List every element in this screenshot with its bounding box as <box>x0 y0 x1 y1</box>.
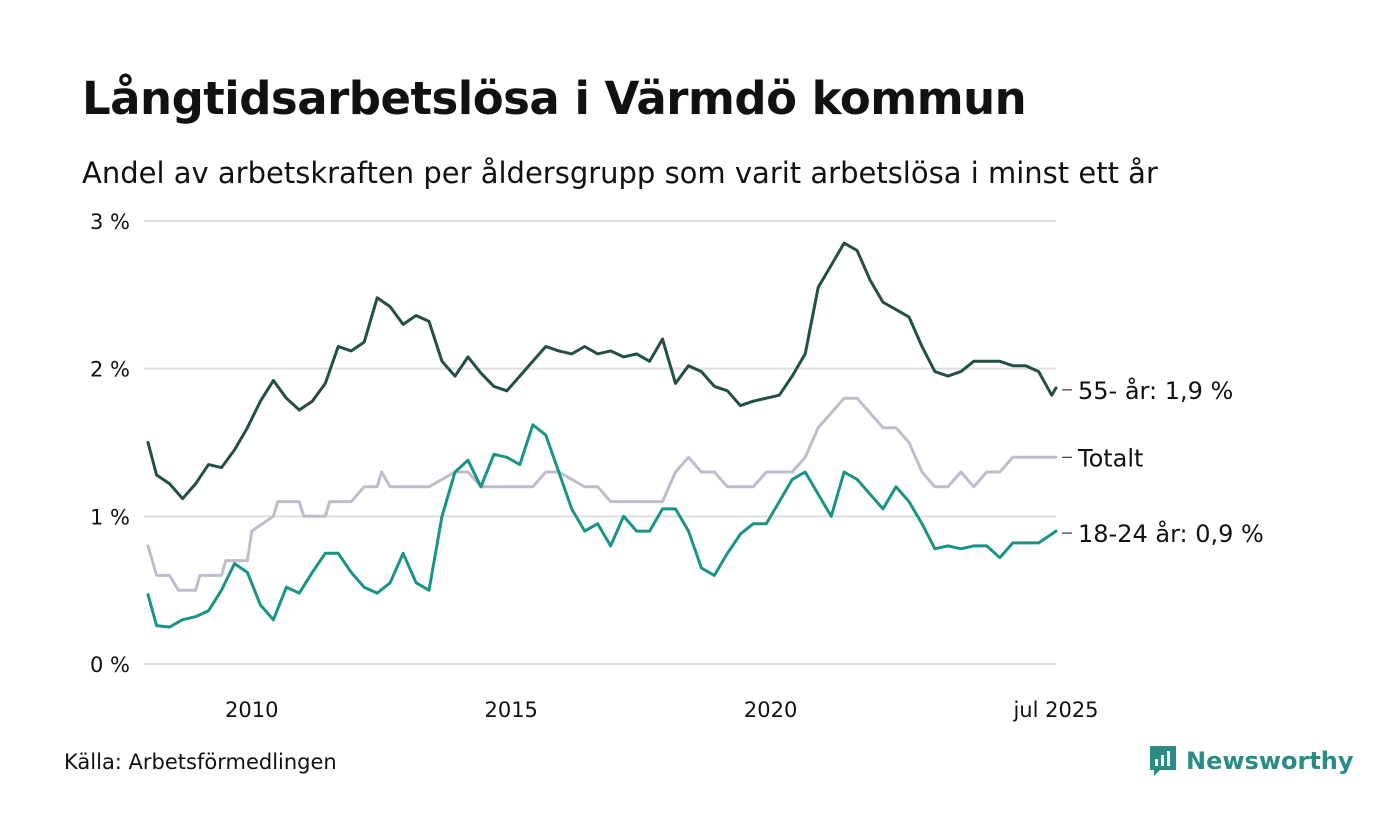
series-line <box>146 423 1058 629</box>
brand-logo: Newsworthy <box>1148 744 1354 778</box>
end-labels: Totalt 55- år: 1,9 % 18-24 år: 0,9 % <box>1062 376 1264 548</box>
chart-title: Långtidsarbetslösa i Värmdö kommun <box>82 72 1027 125</box>
series-line <box>146 241 1058 501</box>
y-tick-label: 2 % <box>90 358 130 382</box>
y-tick-label: 1 % <box>90 505 130 529</box>
brand-name: Newsworthy <box>1186 747 1354 775</box>
newsworthy-logo-icon <box>1150 746 1176 776</box>
source-note: Källa: Arbetsförmedlingen <box>64 750 337 774</box>
y-tick-label: 0 % <box>90 653 130 677</box>
series-lines <box>146 241 1058 629</box>
x-tick-label: jul 2025 <box>1012 698 1098 722</box>
x-tick-label: 2020 <box>744 698 797 722</box>
x-tick-label: 2010 <box>225 698 278 722</box>
series-end-label: 55- år: 1,9 % <box>1078 376 1233 405</box>
grid-lines <box>144 220 1056 665</box>
x-axis-ticks: 2010 2015 2020 jul 2025 <box>225 698 1099 722</box>
y-tick-label: 3 % <box>90 210 130 234</box>
x-tick-label: 2015 <box>484 698 537 722</box>
series-end-label: 18-24 år: 0,9 % <box>1078 519 1264 548</box>
y-axis-ticks: 0 % 1 % 2 % 3 % <box>90 210 130 677</box>
series-line <box>146 396 1058 592</box>
chart-subtitle: Andel av arbetskraften per åldersgrupp s… <box>82 156 1158 190</box>
series-end-label: Totalt <box>1077 444 1143 472</box>
